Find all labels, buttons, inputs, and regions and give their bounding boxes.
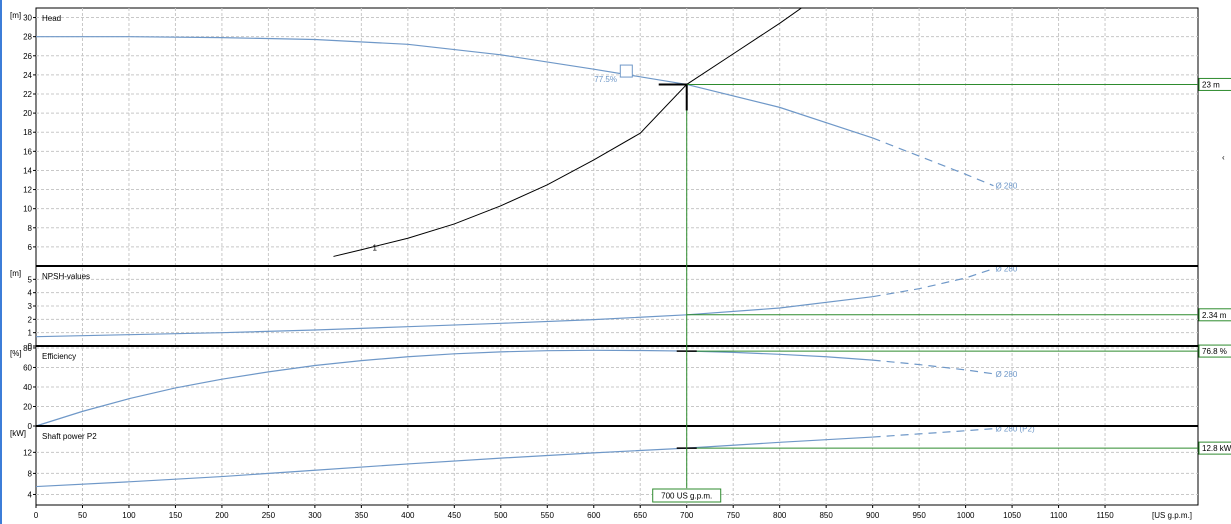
efficiency-unit-label: [%] — [10, 349, 22, 358]
power-duty-box — [1198, 441, 1231, 455]
npsh-unit-label: [m] — [10, 269, 21, 278]
head-unit-label: [m] — [10, 11, 21, 20]
head-series-label: Ø 280 — [995, 182, 1017, 191]
collapse-arrow-icon: ‹ — [1222, 153, 1225, 162]
y-tick-label: 0 — [28, 342, 33, 351]
x-tick-label: 700 — [680, 511, 694, 520]
efficiency-panel-title: Efficiency — [42, 352, 76, 361]
y-tick-label: 8 — [28, 469, 33, 478]
x-tick-label: 0 — [34, 511, 39, 520]
y-tick-label: 18 — [23, 128, 32, 137]
power-curve — [35, 436, 873, 488]
x-tick-label: 400 — [401, 511, 415, 520]
head-duty-box — [1198, 77, 1231, 91]
x-tick-label: 500 — [494, 511, 508, 520]
npsh-curve-extension — [872, 268, 994, 298]
head-duty-label: 23 m — [1202, 80, 1220, 89]
x-tick-label: 1050 — [1003, 511, 1021, 520]
y-tick-label: 1 — [28, 329, 33, 338]
y-tick-label: 4 — [28, 289, 33, 298]
x-tick-label: 650 — [634, 511, 648, 520]
x-tick-label: 350 — [355, 511, 369, 520]
efficiency-series-label: Ø 280 — [995, 370, 1017, 379]
x-tick-label: 1150 — [1096, 511, 1114, 520]
head-curve — [36, 36, 873, 139]
y-tick-label: 24 — [23, 71, 32, 80]
head-curve-extension — [872, 137, 994, 187]
power-duty-label: 12.8 kW — [1202, 444, 1231, 453]
y-tick-label: 80 — [23, 344, 32, 353]
npsh-panel-title: NPSH-values — [42, 272, 90, 281]
power-unit-label: [kW] — [10, 429, 26, 438]
x-tick-label: 50 — [78, 511, 87, 520]
y-tick-label: 28 — [23, 33, 32, 42]
y-tick-label: 14 — [23, 166, 32, 175]
x-tick-label: 750 — [727, 511, 741, 520]
y-tick-label: 3 — [28, 302, 33, 311]
npsh-duty-box — [1198, 308, 1231, 322]
x-tick-label: 850 — [819, 511, 833, 520]
x-tick-label: 150 — [169, 511, 183, 520]
y-tick-label: 4 — [28, 490, 33, 499]
y-tick-label: 20 — [23, 109, 32, 118]
y-tick-label: 8 — [28, 224, 33, 233]
y-tick-label: 12 — [23, 186, 32, 195]
x-tick-label: 300 — [308, 511, 322, 520]
y-tick-label: 10 — [23, 205, 32, 214]
x-tick-label: 1100 — [1050, 511, 1068, 520]
power-series-label: Ø 280 (P2) — [995, 425, 1034, 434]
efficiency-curve — [35, 349, 873, 427]
y-tick-label: 5 — [28, 275, 33, 284]
plot-frame — [35, 7, 1199, 506]
efficiency-duty-box — [1198, 344, 1231, 358]
npsh-series-label: Ø 280 — [995, 265, 1017, 274]
efficiency-duty-label: 76.8 % — [1202, 347, 1227, 356]
x-axis-unit-label: [US g.p.m.] — [1152, 511, 1192, 520]
x-tick-label: 100 — [122, 511, 136, 520]
power-panel-title: Shaft power P2 — [42, 432, 97, 441]
system-curve — [333, 8, 803, 257]
npsh-curve — [35, 296, 873, 338]
y-tick-label: 0 — [28, 422, 33, 431]
x-tick-label: 900 — [866, 511, 880, 520]
npsh-duty-label: 2.34 m — [1202, 311, 1227, 320]
system-curve-label: 1 — [373, 244, 378, 253]
y-tick-label: 12 — [23, 448, 32, 457]
efficiency-curve-extension — [872, 359, 994, 375]
x-tick-label: 250 — [262, 511, 276, 520]
y-tick-label: 2 — [28, 315, 33, 324]
x-tick-label: 800 — [773, 511, 787, 520]
y-tick-label: 22 — [23, 90, 32, 99]
y-tick-label: 6 — [28, 243, 33, 252]
y-tick-label: 16 — [23, 147, 32, 156]
operating-flow-box — [652, 488, 722, 503]
x-tick-label: 950 — [912, 511, 926, 520]
x-tick-label: 200 — [215, 511, 229, 520]
y-tick-label: 40 — [23, 383, 32, 392]
y-tick-label: 26 — [23, 52, 32, 61]
y-tick-label: 30 — [23, 14, 32, 23]
x-tick-label: 450 — [448, 511, 462, 520]
y-tick-label: 60 — [23, 363, 32, 372]
x-tick-label: 600 — [587, 511, 601, 520]
head-panel-title: Head — [42, 14, 61, 23]
y-tick-label: 20 — [23, 402, 32, 411]
x-tick-label: 1000 — [957, 511, 975, 520]
best-efficiency-marker — [619, 64, 633, 78]
best-efficiency-label: 77.5% — [594, 75, 617, 84]
operating-flow-label: 700 US g.p.m. — [661, 492, 712, 501]
x-tick-label: 550 — [541, 511, 555, 520]
